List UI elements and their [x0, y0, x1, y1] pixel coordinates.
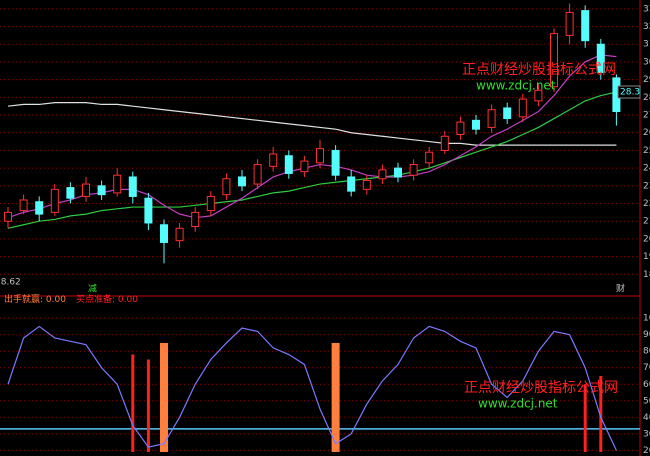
line: [7, 91, 617, 229]
candle-body: [550, 33, 558, 88]
candle-body: [191, 211, 200, 228]
y-tick-label: 27: [643, 111, 650, 121]
legend-name: 出手就赢: [4, 293, 40, 305]
candle-body: [331, 149, 340, 176]
bar: [160, 342, 168, 452]
candle-body: [581, 10, 590, 42]
bar: [583, 384, 587, 452]
candle-body: [596, 43, 605, 74]
watermark-url: www.zdcj.net: [478, 397, 558, 411]
y-tick-label: 50: [643, 396, 650, 406]
candle-body: [35, 201, 44, 215]
candle-body: [97, 185, 106, 196]
candle-body: [300, 160, 309, 173]
y-tick-label: 60: [643, 380, 650, 390]
y-tick-label: 32: [643, 22, 650, 32]
candle-body: [4, 211, 12, 222]
candle-body: [238, 176, 246, 187]
legend-sep: :: [112, 295, 118, 305]
candle-body: [565, 11, 574, 36]
marker-text: 减: [88, 283, 97, 295]
candle-body: [160, 224, 168, 243]
bar: [131, 354, 135, 452]
candle-body: [456, 121, 465, 135]
candle-body: [394, 167, 402, 178]
low-label: 18.62: [0, 278, 21, 288]
candle-body: [362, 180, 371, 190]
y-tick-label: 80: [643, 347, 650, 357]
candle-body: [534, 89, 543, 102]
candle-body: [284, 155, 293, 174]
line: [7, 325, 617, 451]
candle-body: [518, 98, 527, 118]
y-tick-label: 30: [643, 429, 650, 439]
candle-body: [128, 176, 137, 197]
bar: [599, 376, 603, 452]
candle-body: [82, 183, 90, 197]
last-price: 28.3: [620, 88, 640, 98]
bar: [146, 359, 150, 452]
candle-body: [425, 151, 434, 164]
y-tick-label: 70: [643, 363, 650, 373]
candle-body: [66, 187, 75, 199]
watermark-url: www.zdcj.net: [476, 79, 556, 93]
candle-body: [222, 178, 231, 196]
candle-body: [113, 174, 122, 194]
y-tick-label: 25: [643, 146, 650, 156]
line: [7, 54, 617, 219]
y-tick-label: 29: [643, 75, 650, 85]
y-tick-label: 22: [643, 199, 650, 209]
candle-body: [269, 153, 278, 167]
legend-sep: :: [40, 295, 46, 305]
candle-body: [50, 188, 59, 213]
line: [7, 102, 617, 146]
candle-body: [19, 199, 28, 212]
candle-body: [144, 197, 153, 224]
y-tick-label: 21: [643, 217, 650, 227]
candle-body: [206, 195, 215, 212]
y-tick-label: 33: [643, 4, 650, 14]
legend-entry: 买点准备: 0.00: [76, 293, 138, 305]
y-tick-label: 20: [643, 234, 650, 244]
candle-body: [175, 227, 184, 242]
y-tick-label: 90: [643, 330, 650, 340]
candle-body: [503, 107, 512, 120]
price-box: [617, 85, 641, 99]
y-tick-label: 31: [643, 40, 650, 50]
y-tick-label: 23: [643, 181, 650, 191]
legend-entry: 出手就赢: 0.00: [4, 293, 66, 305]
bar: [331, 342, 340, 452]
y-tick-label: 18: [643, 270, 650, 280]
legend-name: 买点准备: [76, 293, 112, 305]
y-tick-label: 19: [643, 252, 650, 262]
y-tick-label: 20: [643, 446, 650, 456]
candle-body: [253, 164, 262, 185]
candle-body: [440, 135, 449, 151]
candle-body: [347, 176, 356, 192]
legend-value: 0.00: [46, 295, 66, 305]
y-tick-label: 40: [643, 413, 650, 423]
y-tick-label: 100: [643, 314, 650, 324]
y-tick-label: 26: [643, 128, 650, 138]
candle-body: [316, 148, 324, 164]
candle-body: [378, 169, 387, 180]
watermark: 正点财经炒股指标公式网: [464, 380, 618, 396]
y-tick-label: 30: [643, 57, 650, 67]
candle-body: [409, 164, 418, 176]
candle-body: [487, 109, 496, 128]
y-tick-label: 28: [643, 93, 650, 103]
watermark: 正点财经炒股指标公式网: [462, 62, 616, 78]
legend-value: 0.00: [118, 295, 138, 305]
y-tick-label: 24: [643, 164, 650, 174]
candle-body: [472, 119, 480, 130]
marker-text: 财: [616, 283, 625, 295]
